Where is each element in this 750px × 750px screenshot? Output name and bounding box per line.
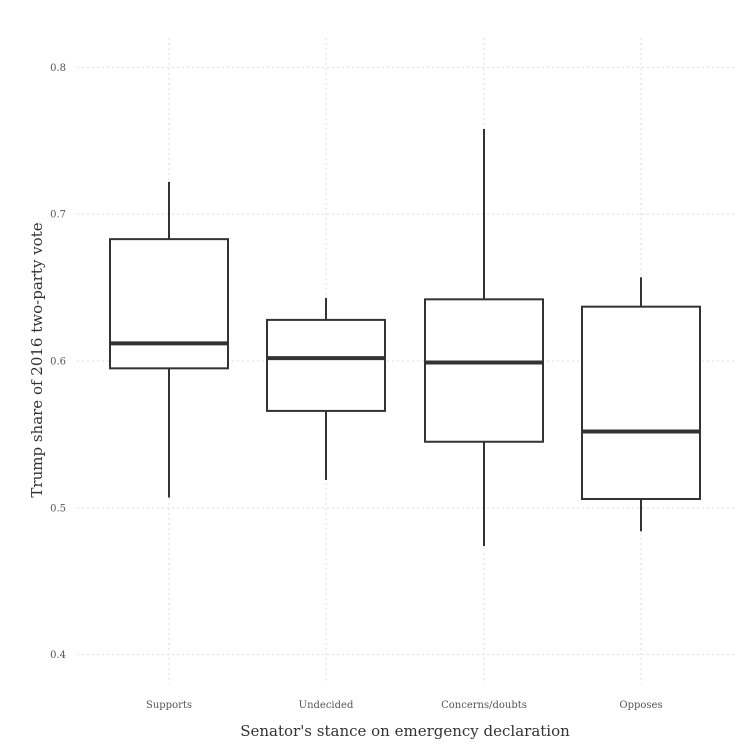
box-iqr: [424, 298, 544, 443]
y-axis-title: Trump share of 2016 two-party vote: [28, 222, 46, 497]
x-tick-label: Opposes: [619, 700, 662, 711]
box-iqr: [109, 238, 229, 370]
x-tick-label: Undecided: [299, 700, 354, 711]
x-tick-labels: Supports Undecided Concerns/doubts Opposes: [146, 700, 663, 711]
x-axis-title: Senator's stance on emergency declaratio…: [240, 722, 570, 740]
y-tick-label: 0.7: [50, 210, 66, 221]
box-group: [424, 129, 544, 546]
box-group: [109, 181, 229, 498]
box-iqr: [581, 305, 701, 501]
box-group: [266, 297, 386, 480]
y-tick-labels: 0.4 0.5 0.6 0.7 0.8: [50, 63, 66, 661]
y-tick-label: 0.4: [50, 650, 66, 661]
x-tick-label: Concerns/doubts: [441, 700, 527, 711]
y-tick-label: 0.8: [50, 63, 66, 74]
x-tick-label: Supports: [146, 700, 192, 711]
y-tick-label: 0.5: [50, 503, 66, 514]
y-tick-label: 0.6: [50, 357, 66, 368]
boxes-layer: [109, 129, 701, 546]
box-group: [581, 277, 701, 532]
box-iqr: [266, 318, 386, 412]
